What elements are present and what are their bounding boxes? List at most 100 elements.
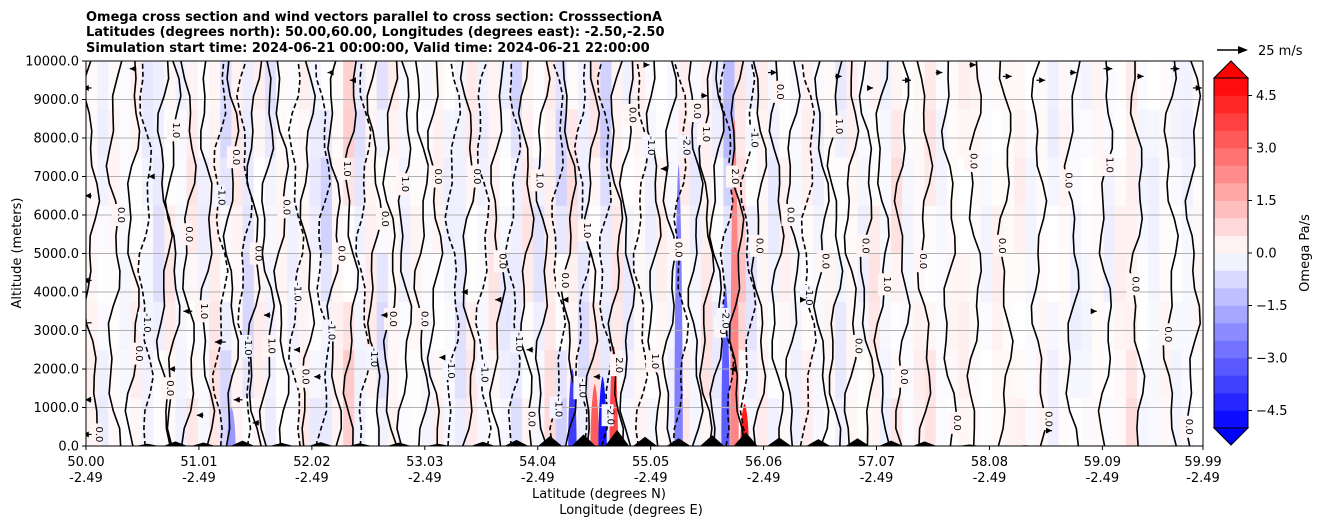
omega-band-segment <box>119 253 132 303</box>
omega-band-segment <box>1137 349 1149 399</box>
omega-band-segment <box>1103 397 1116 446</box>
wind-vector-head <box>1039 77 1046 84</box>
colorbar-segment <box>1214 78 1248 96</box>
x-tick-label-lat: 56.06 <box>745 455 782 470</box>
colorbar-segment <box>1214 165 1248 184</box>
omega-band-segment <box>913 349 926 399</box>
omega-band-segment <box>432 253 445 303</box>
wind-vector-head <box>1173 65 1180 72</box>
omega-band-segment <box>622 205 635 254</box>
omega-band-segment <box>801 109 814 158</box>
omega-band-segment <box>466 205 478 254</box>
contour-label: 1.0 <box>649 353 660 369</box>
omega-band-segment <box>924 61 937 110</box>
omega-band-segment <box>499 253 512 303</box>
omega-band-segment <box>823 157 836 206</box>
omega-band-segment <box>365 397 378 446</box>
omega-band-segment <box>935 205 948 254</box>
wind-vector-head <box>969 61 976 68</box>
omega-band-segment <box>1125 205 1138 254</box>
wind-vector-head <box>660 165 667 172</box>
x-tick-label-lon: -2.49 <box>634 471 668 486</box>
omega-band-segment <box>365 301 378 351</box>
omega-band-segment <box>913 301 926 351</box>
omega-band-segment <box>1014 205 1026 254</box>
omega-contour-line <box>645 61 662 446</box>
omega-band-segment <box>175 397 188 446</box>
contour-label-bg <box>677 134 690 157</box>
omega-band-segment <box>667 205 680 254</box>
contour-label: 0.0 <box>253 246 264 262</box>
contour-label: 0.0 <box>1062 172 1073 188</box>
omega-band-segment <box>622 301 635 351</box>
omega-band-segment <box>130 61 143 110</box>
contour-label-bg <box>442 358 455 380</box>
omega-band-segment <box>287 253 300 303</box>
omega-band-segment <box>980 109 993 158</box>
omega-band-segment <box>678 397 691 446</box>
omega-band-segment <box>633 397 646 446</box>
omega-band-segment <box>656 253 669 303</box>
omega-band-segment <box>1025 397 1037 446</box>
omega-band-segment <box>86 61 98 110</box>
contour-label-bg <box>428 165 441 188</box>
omega-band-segment <box>589 205 601 254</box>
title-line-3: Simulation start time: 2024-06-21 00:00:… <box>86 41 650 56</box>
omega-band-segment <box>544 157 557 206</box>
omega-contour-line <box>549 61 567 446</box>
wind-vector-head <box>867 84 874 91</box>
omega-band-segment <box>611 301 624 351</box>
omega-band-segment <box>734 109 747 158</box>
contour-label-bg <box>166 119 179 142</box>
omega-band-segment <box>812 109 825 158</box>
omega-band-segment <box>566 109 579 158</box>
x-tick-label-lat: 55.05 <box>632 455 669 470</box>
omega-band-segment <box>991 61 1004 110</box>
omega-band-segment <box>935 397 948 446</box>
omega-band-segment <box>276 253 288 303</box>
omega-band-segment <box>477 157 490 206</box>
omega-band-segment <box>354 157 367 206</box>
omega-band-segment <box>1081 157 1093 206</box>
contour-label: -1.0 <box>748 128 759 148</box>
omega-band-segment <box>499 205 512 254</box>
omega-band-segment <box>208 301 221 351</box>
omega-band-segment <box>924 109 937 158</box>
omega-band-segment <box>835 61 847 110</box>
omega-contour-line <box>211 61 229 446</box>
omega-band-segment <box>600 109 613 158</box>
omega-band-segment <box>678 301 691 351</box>
omega-band-segment <box>97 205 109 254</box>
omega-band-segment <box>1192 157 1203 206</box>
omega-band-segment <box>1181 109 1194 158</box>
omega-band-segment <box>566 157 579 206</box>
omega-band-segment <box>108 397 121 446</box>
omega-band-segment <box>119 157 132 206</box>
omega-band-segment <box>186 61 199 110</box>
contour-label: -1.0 <box>645 136 656 156</box>
omega-band-segment <box>331 109 344 158</box>
x-tick-label-lat: 59.09 <box>1084 455 1121 470</box>
omega-band-segment <box>812 253 825 303</box>
omega-band-segment <box>354 205 367 254</box>
omega-band-segment <box>1170 349 1183 399</box>
x-axis-label: Latitude (degrees N) <box>532 487 666 502</box>
omega-band-segment <box>1058 253 1071 303</box>
contour-label-bg <box>556 269 569 292</box>
contour-label: 1.0 <box>341 161 352 177</box>
omega-band-segment <box>331 253 344 303</box>
x-tick-label-lon: -2.49 <box>747 471 781 486</box>
omega-band-segment <box>577 157 590 206</box>
contour-label-bg <box>770 80 783 103</box>
omega-band-segment <box>477 397 490 446</box>
omega-band-segment <box>958 109 970 158</box>
omega-band-segment <box>331 205 344 254</box>
omega-contour-line <box>199 61 216 446</box>
omega-band-segment <box>555 349 568 399</box>
omega-band-segment <box>309 109 322 158</box>
contour-label-bg <box>249 242 262 265</box>
omega-band-segment <box>1181 157 1194 206</box>
omega-band-segment <box>1125 109 1138 158</box>
contour-label-bg <box>601 404 614 427</box>
contour-label-bg <box>642 134 655 157</box>
